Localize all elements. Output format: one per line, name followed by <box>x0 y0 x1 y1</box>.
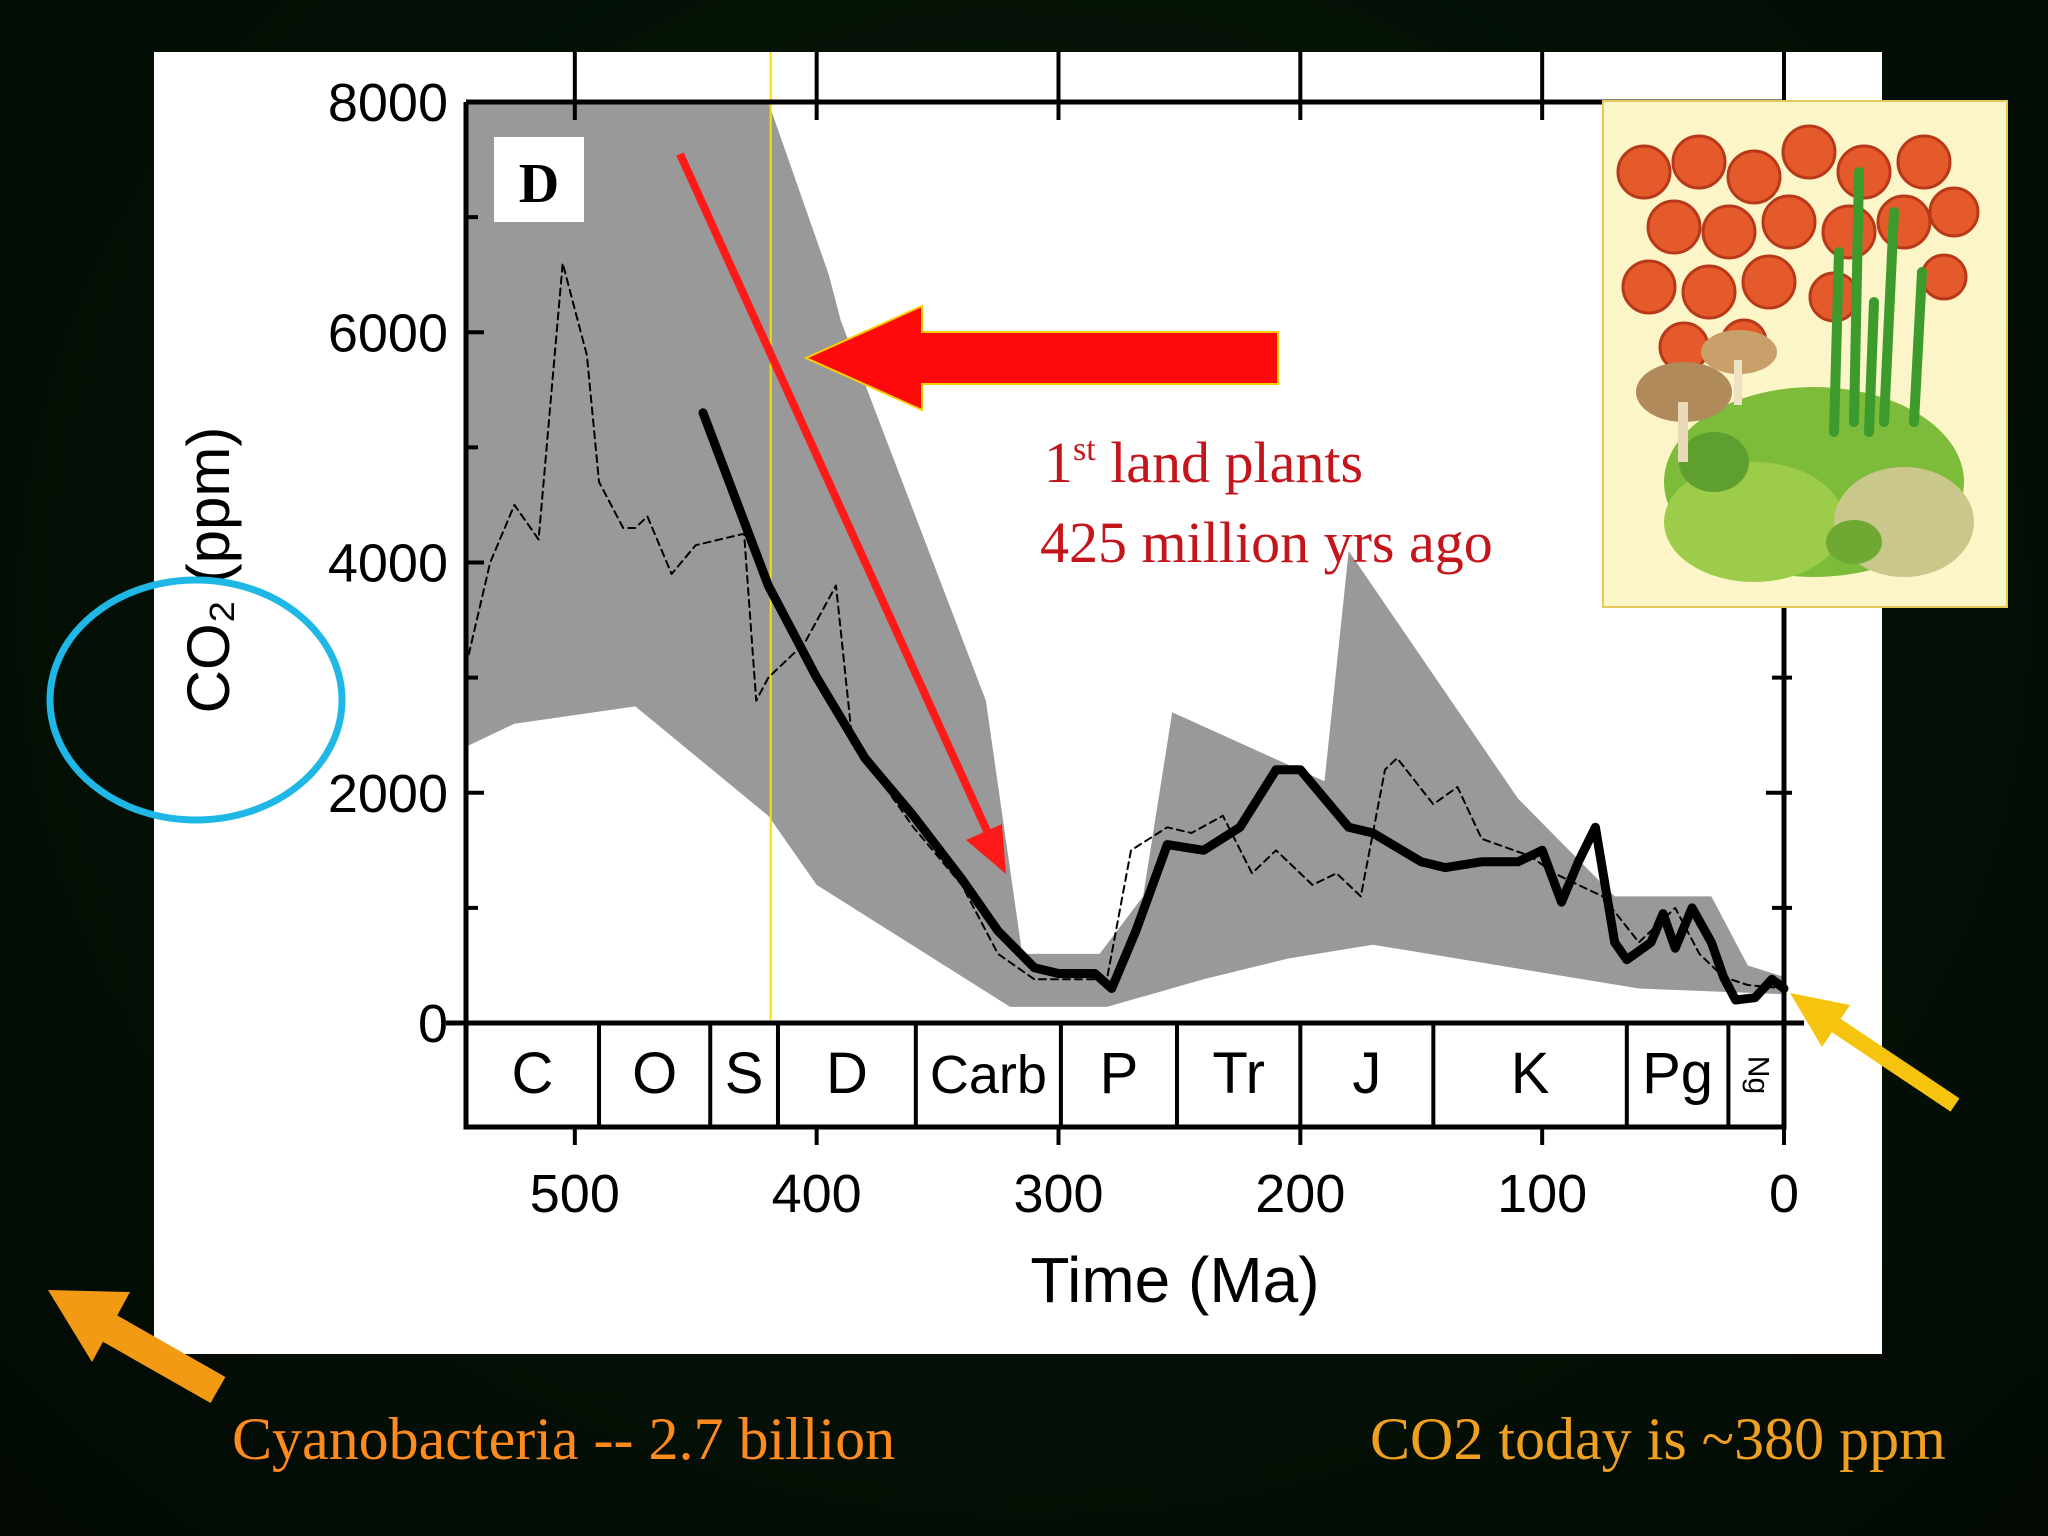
y-tick-label: 0 <box>418 994 448 1054</box>
x-tick-label: 300 <box>1013 1164 1103 1224</box>
decline-trend-arrow-shaft <box>676 152 996 844</box>
x-tick-label: 400 <box>772 1164 862 1224</box>
y-tick-label: 4000 <box>328 534 448 594</box>
period-label-carb: Carb <box>930 1045 1047 1105</box>
period-label-p: P <box>1100 1041 1139 1106</box>
x-tick-label: 500 <box>530 1164 620 1224</box>
y-tick-label: 6000 <box>328 303 448 363</box>
period-label-pg: Pg <box>1642 1041 1713 1106</box>
cyanobacteria-caption: Cyanobacteria -- 2.7 billion <box>232 1406 896 1472</box>
co2-today-caption: CO2 today is ~380 ppm <box>1370 1406 1946 1472</box>
panel-label-box <box>494 137 584 222</box>
co2-alternate-dashed-line <box>465 262 1785 990</box>
land-plants-annotation-line2: 425 million yrs ago <box>1040 510 1493 575</box>
x-tick-label: 200 <box>1255 1164 1345 1224</box>
period-label-tr: Tr <box>1212 1041 1265 1106</box>
period-label-ng: Ng <box>1741 1056 1774 1094</box>
period-label-d: D <box>826 1041 868 1106</box>
period-label-j: J <box>1352 1041 1381 1106</box>
co2-best-estimate-line <box>698 408 1789 1005</box>
land-plants-pointer-arrow <box>803 304 1279 412</box>
co2-label-highlight-circle <box>46 576 346 824</box>
decline-trend-arrow-head <box>966 824 1006 874</box>
x-tick-label: 100 <box>1497 1164 1587 1224</box>
period-label-o: O <box>632 1041 677 1106</box>
period-strip <box>463 1020 1787 1130</box>
land-plants-icon <box>1616 124 1980 582</box>
x-axis-label: Time (Ma) <box>1030 1244 1319 1316</box>
co2-today-arrow <box>1790 993 1960 1112</box>
chart-panel: C O S D Carb P Tr J K Pg Ng 500 400 300 200 100 0 Time (… <box>154 52 1882 1354</box>
uncertainty-band <box>466 102 1784 1007</box>
y-tick-label: 8000 <box>328 73 448 133</box>
period-label-k: K <box>1511 1041 1550 1106</box>
land-plants-annotation-line1: 1st land plants <box>1044 430 1363 495</box>
panel-label: D <box>519 153 559 215</box>
cyanobacteria-arrow <box>48 1290 226 1404</box>
period-label-s: S <box>725 1041 764 1106</box>
plant-illustration <box>1602 100 2008 608</box>
period-label-c: C <box>512 1041 554 1106</box>
y-tick-label: 2000 <box>328 764 448 824</box>
y-axis-label: CO₂ (ppm) <box>175 427 242 714</box>
x-tick-label: 0 <box>1769 1164 1799 1224</box>
